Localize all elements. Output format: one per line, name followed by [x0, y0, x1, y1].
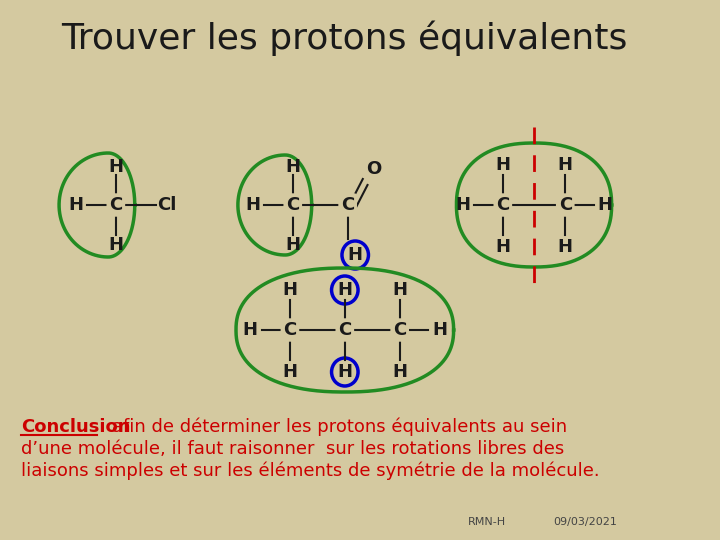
Text: H: H [337, 281, 352, 299]
Text: C: C [286, 196, 300, 214]
Text: H: H [495, 238, 510, 256]
Text: H: H [108, 236, 123, 254]
Text: H: H [243, 321, 258, 339]
Text: H: H [432, 321, 447, 339]
Text: d’une molécule, il faut raisonner  sur les rotations libres des: d’une molécule, il faut raisonner sur le… [21, 440, 564, 458]
Text: H: H [285, 158, 300, 176]
Text: H: H [598, 196, 613, 214]
Text: C: C [496, 196, 510, 214]
Text: H: H [285, 236, 300, 254]
Text: H: H [558, 238, 573, 256]
Text: RMN-H: RMN-H [468, 517, 506, 527]
Text: C: C [559, 196, 572, 214]
Text: C: C [283, 321, 297, 339]
Text: H: H [456, 196, 471, 214]
Text: C: C [109, 196, 122, 214]
Text: H: H [392, 363, 408, 381]
Text: liaisons simples et sur les éléments de symétrie de la molécule.: liaisons simples et sur les éléments de … [21, 462, 600, 481]
Text: H: H [282, 281, 297, 299]
Text: Cl: Cl [157, 196, 176, 214]
Text: H: H [108, 158, 123, 176]
Text: H: H [348, 246, 363, 264]
Text: H: H [337, 363, 352, 381]
Text: Trouver les protons équivalents: Trouver les protons équivalents [62, 20, 628, 56]
Text: H: H [246, 196, 261, 214]
Text: C: C [338, 321, 351, 339]
Text: O: O [366, 160, 382, 178]
Text: Conclusion: Conclusion [21, 418, 131, 436]
Text: C: C [393, 321, 406, 339]
Text: H: H [282, 363, 297, 381]
Text: H: H [495, 156, 510, 174]
Text: H: H [68, 196, 84, 214]
Text: H: H [392, 281, 408, 299]
Text: H: H [558, 156, 573, 174]
Text: C: C [341, 196, 354, 214]
Text: : afin de déterminer les protons équivalents au sein: : afin de déterminer les protons équival… [100, 418, 567, 436]
Text: 09/03/2021: 09/03/2021 [553, 517, 617, 527]
